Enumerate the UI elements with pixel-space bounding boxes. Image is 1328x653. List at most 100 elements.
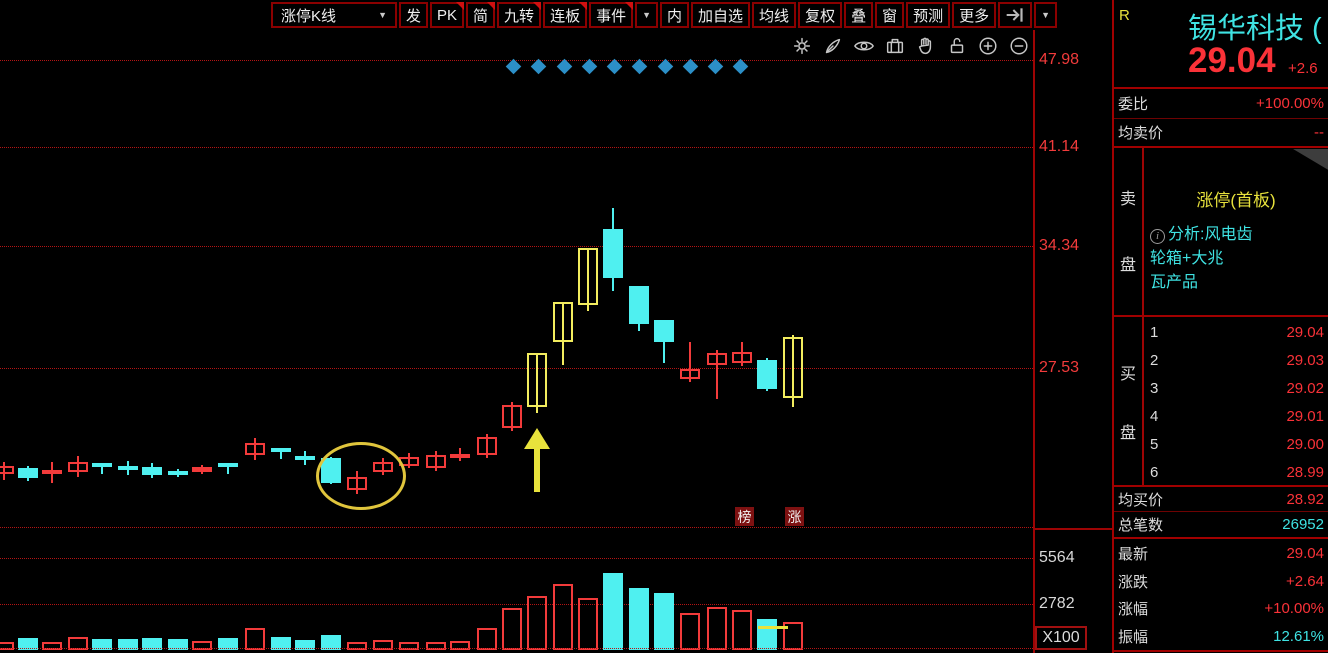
stat-label: 涨跌: [1118, 573, 1149, 591]
candlestick: [271, 448, 291, 452]
volume-bar: [168, 639, 188, 650]
stat-row: 振幅 12.61%: [1114, 623, 1328, 650]
stat-label: 振幅: [1118, 628, 1149, 646]
diamond-marker: [581, 58, 598, 75]
volume-axis-label: 2782: [1039, 595, 1075, 612]
volume-bar: [399, 642, 419, 650]
toolbar-button[interactable]: PK: [430, 2, 465, 28]
volume-bar: [426, 642, 446, 650]
toolbar-button[interactable]: 连板: [543, 2, 588, 28]
volume-bar: [118, 639, 138, 650]
candle-wick: [435, 451, 437, 471]
toolbar-button[interactable]: 九转: [497, 2, 542, 28]
last-price-large: 29.04: [1188, 41, 1276, 80]
fold-corner: [1293, 149, 1328, 171]
buy-row-price: 29.04: [1286, 323, 1324, 341]
toolbar-button[interactable]: 更多: [952, 2, 997, 28]
candlestick: [732, 352, 752, 363]
candlestick: [118, 466, 138, 470]
buy-row-price: 29.01: [1286, 407, 1324, 425]
info-icon: i: [1150, 228, 1165, 244]
chart-bottom-line: [0, 648, 1033, 649]
brush-icon[interactable]: [821, 34, 844, 57]
candle-wick: [254, 438, 256, 460]
volume-bar: [0, 642, 14, 650]
candlestick: [603, 229, 623, 278]
buy-avg-row: 均买价 28.92: [1114, 487, 1328, 511]
candlestick: [295, 456, 315, 460]
volume-bar: [295, 640, 315, 650]
price-axis-label: 27.53: [1039, 359, 1080, 376]
volume-bar: [450, 641, 470, 650]
toolbar-skip-to-latest-icon[interactable]: [998, 2, 1033, 28]
stat-value: +2.64: [1286, 572, 1324, 590]
toolbar-button[interactable]: 加自选: [691, 2, 751, 28]
r-marker: R: [1119, 7, 1130, 24]
hand-icon[interactable]: [914, 34, 937, 57]
toolbar-button[interactable]: 复权: [798, 2, 843, 28]
axis-badge: 涨: [785, 507, 804, 526]
gridline: [0, 60, 1033, 61]
candle-wick: [587, 248, 589, 311]
volume-bar: [629, 588, 649, 650]
kline-chart[interactable]: 47.98 41.14 34.34 27.53 5564 2782 X100 榜 涨: [0, 0, 1112, 653]
zoom-out-icon[interactable]: [1007, 34, 1030, 57]
chart-volume-separator: [0, 527, 1033, 528]
eye-icon[interactable]: [852, 34, 875, 57]
candlestick: [757, 360, 777, 389]
briefcase-icon[interactable]: [883, 34, 906, 57]
buy-avg-label: 均买价: [1118, 491, 1164, 509]
candlestick: [68, 462, 88, 472]
diamond-marker: [606, 58, 623, 75]
toolbar-button[interactable]: 涨停K线 ▼: [271, 2, 397, 28]
toolbar-button[interactable]: 均线: [752, 2, 797, 28]
candlestick: [477, 437, 497, 455]
price-axis-label: 34.34: [1039, 237, 1080, 254]
toolbar-button[interactable]: ▼: [635, 2, 659, 28]
toolbar-button[interactable]: 事件: [589, 2, 634, 28]
stat-value: 29.04: [1286, 545, 1324, 562]
stat-row: 涨跌 +2.64: [1114, 568, 1328, 595]
volume-unit-box: X100: [1035, 626, 1087, 650]
volume-axis-label: 5564: [1039, 549, 1075, 566]
volume-bar: [707, 607, 727, 650]
toolbar-button[interactable]: ▼: [1034, 2, 1058, 28]
gear-icon[interactable]: [790, 34, 813, 57]
toolbar-button[interactable]: 内: [660, 2, 690, 28]
arrow-annotation: [524, 428, 550, 497]
candlestick: [245, 443, 265, 455]
candlestick: [629, 286, 649, 324]
volume-bar: [757, 619, 777, 650]
candle-wick: [486, 434, 488, 458]
candle-wick: [511, 402, 513, 431]
toolbar-button[interactable]: 简: [466, 2, 496, 28]
volume-bar: [477, 628, 497, 650]
toolbar-button[interactable]: 预测: [906, 2, 951, 28]
stock-name: 锡华科技 (: [1188, 13, 1322, 45]
volume-bar: [218, 638, 238, 650]
volume-bar: [680, 613, 700, 650]
sell-column-label: 卖盘: [1119, 191, 1136, 274]
volume-bar: [271, 637, 291, 650]
candlestick: [783, 337, 803, 398]
toolbar: 涨停K线 ▼ 发 PK 简九转 连板 事件 ▼ 内加自选 均线 复权叠窗预测 更多 ▼: [0, 0, 1112, 30]
zoom-in-icon[interactable]: [976, 34, 999, 57]
diamond-marker: [657, 58, 674, 75]
buy-avg-value: 28.92: [1286, 490, 1324, 508]
stat-value: +10.00%: [1264, 600, 1324, 617]
lock-icon[interactable]: [945, 34, 968, 57]
volume-bar: [553, 584, 573, 650]
candle-wick: [562, 302, 564, 365]
buy-row-number: 6: [1150, 463, 1159, 481]
volume-bar: [42, 642, 62, 650]
toolbar-button[interactable]: 叠: [844, 2, 874, 28]
toolbar-button[interactable]: 窗: [875, 2, 905, 28]
volume-bar: [142, 638, 162, 650]
stat-label: 最新: [1118, 546, 1149, 563]
diamond-marker: [556, 58, 573, 75]
gridline: [0, 368, 1033, 369]
axis-badge: 榜: [735, 507, 754, 526]
candle-wick: [3, 462, 5, 480]
buy-row-price: 29.00: [1286, 435, 1324, 453]
toolbar-button[interactable]: 发: [399, 2, 429, 28]
